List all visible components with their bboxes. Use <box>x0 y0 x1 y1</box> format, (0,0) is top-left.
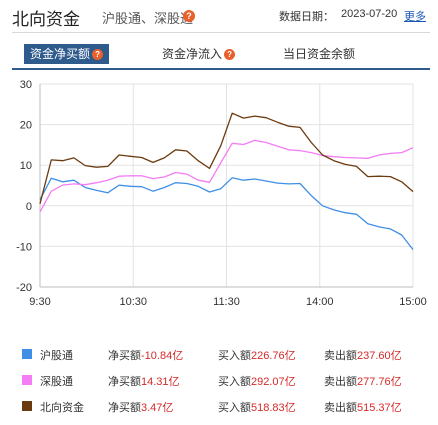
x-tick-label: 10:30 <box>119 296 147 308</box>
legend-row-hgt: 沪股通 净买额-10.84亿 买入额226.76亿 卖出额237.60亿 <box>0 344 438 364</box>
tab-net-inflow[interactable]: 资金净流入? <box>162 44 236 64</box>
legend-name: 沪股通 <box>40 350 73 362</box>
series-line-north <box>39 112 414 204</box>
x-tick-label: 11:30 <box>213 296 240 308</box>
more-link[interactable]: 更多 <box>404 11 426 23</box>
legend-buy-value: 292.07亿 <box>251 376 296 388</box>
legend-net: 净买额3.47亿 <box>108 402 174 414</box>
legend-net-value: 3.47亿 <box>141 402 174 414</box>
tab-underline <box>12 68 430 70</box>
legend-sell-value: 237.60亿 <box>357 350 402 362</box>
help-icon[interactable]: ? <box>183 10 195 22</box>
tab-balance[interactable]: 当日资金余额 <box>283 44 355 64</box>
y-tick-label: -10 <box>16 241 32 253</box>
y-tick-label: 0 <box>26 201 32 213</box>
x-tick-label: 15:00 <box>399 296 427 308</box>
date-label: 数据日期： <box>279 11 334 23</box>
legend-sell: 卖出额515.37亿 <box>324 402 402 414</box>
series-line-hgt <box>39 177 414 250</box>
tab-net-buy-label: 资金净买额 <box>30 47 91 61</box>
tab-balance-label: 当日资金余额 <box>283 47 356 61</box>
legend-sell-value: 277.76亿 <box>357 376 402 388</box>
y-tick-label: 10 <box>20 160 32 172</box>
legend-swatch-north <box>22 401 32 411</box>
tab-bar: 资金净买额? 资金净流入? 当日资金余额 <box>0 40 438 68</box>
legend-name: 北向资金 <box>40 402 84 414</box>
legend-sell-value: 515.37亿 <box>357 402 402 414</box>
help-icon[interactable]: ? <box>224 49 236 60</box>
flow-chart: -20 -10 0 10 20 30 9:30 10:30 11:30 14:00 15:00 <box>16 79 427 308</box>
header: 北向资金 沪股通、深股通 ? 数据日期： 2023-07-20 更多 <box>0 0 438 32</box>
y-tick-label: 30 <box>20 79 32 91</box>
page-title: 北向资金 <box>12 10 80 29</box>
legend-row-sgt: 深股通 净买额14.31亿 买入额292.07亿 卖出额277.76亿 <box>0 370 438 390</box>
legend-buy: 买入额226.76亿 <box>218 350 296 362</box>
help-icon[interactable]: ? <box>92 49 104 60</box>
legend-net-value: 14.31亿 <box>141 376 180 388</box>
legend-row-north: 北向资金 净买额3.47亿 买入额518.83亿 卖出额515.37亿 <box>0 396 438 416</box>
legend-swatch-sgt <box>22 375 32 385</box>
legend-net: 净买额-10.84亿 <box>108 350 184 362</box>
legend-sell: 卖出额237.60亿 <box>324 350 402 362</box>
x-tick-label: 14:00 <box>306 296 334 308</box>
legend-buy: 买入额292.07亿 <box>218 376 296 388</box>
series-line-sgt <box>39 139 414 213</box>
header-divider <box>12 32 430 33</box>
legend-sell: 卖出额277.76亿 <box>324 376 402 388</box>
y-tick-label: -20 <box>16 282 32 294</box>
legend-swatch-hgt <box>22 349 32 359</box>
date-value: 2023-07-20 <box>341 8 398 20</box>
y-tick-label: 20 <box>20 120 32 132</box>
legend-name: 深股通 <box>40 376 73 388</box>
legend-buy-value: 226.76亿 <box>251 350 296 362</box>
page-subtitle: 沪股通、深股通 <box>102 11 194 26</box>
x-tick-label: 9:30 <box>29 296 50 308</box>
tab-net-inflow-label: 资金净流入 <box>162 47 223 61</box>
legend-buy: 买入额518.83亿 <box>218 402 296 414</box>
legend-net: 净买额14.31亿 <box>108 376 180 388</box>
tab-net-buy[interactable]: 资金净买额? <box>24 44 110 64</box>
legend-net-value: -10.84亿 <box>141 350 184 362</box>
legend-buy-value: 518.83亿 <box>251 402 296 414</box>
